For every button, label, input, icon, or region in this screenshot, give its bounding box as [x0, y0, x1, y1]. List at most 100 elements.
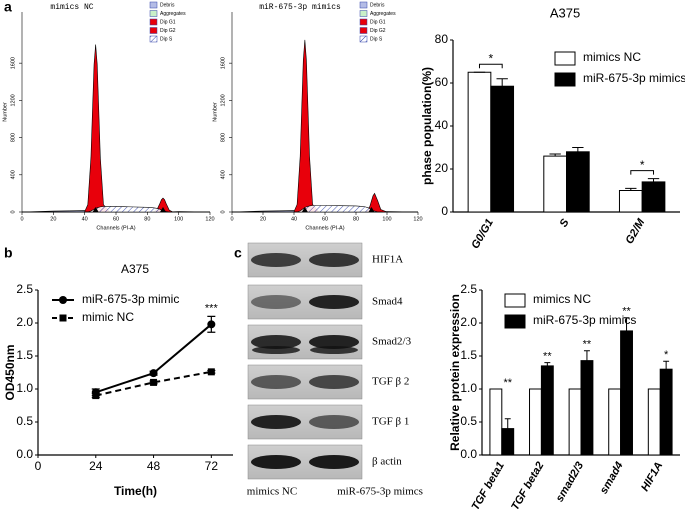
y-tick-label: 1600: [10, 57, 16, 69]
significance-label: **: [543, 351, 552, 363]
legend-swatch: [359, 27, 368, 34]
x-tick-label: 40: [82, 216, 88, 222]
blot-band: [251, 375, 301, 389]
significance-label: *: [664, 349, 669, 361]
y-axis-label: OD450nm: [3, 344, 17, 400]
legend-swatch: [149, 27, 158, 34]
point: [92, 392, 100, 400]
peak-marker: [160, 207, 166, 212]
y-tick-label: 1.5: [460, 348, 477, 362]
x-tick-label: 120: [205, 216, 214, 222]
panel-label: b: [4, 245, 13, 261]
bar: [608, 388, 622, 456]
error-bar: [504, 418, 511, 429]
legend-swatch: [504, 293, 526, 308]
point: [149, 369, 158, 378]
x-tick-label: 20: [260, 216, 266, 222]
blot-label: Smad2/3: [372, 336, 412, 348]
peak-marker: [301, 207, 308, 212]
legend-label: Dip G2: [370, 28, 386, 34]
blot-label: TGF β 1: [372, 416, 409, 428]
legend-marker: [59, 314, 67, 322]
x-axis-label: Channels (PI-A): [305, 225, 344, 231]
x-tick-label: HIF1A: [639, 460, 665, 494]
y-tick-label: 20: [435, 161, 449, 175]
x-tick-label: 100: [174, 216, 183, 222]
point: [207, 368, 215, 376]
error-bar: [549, 153, 561, 157]
legend-marker: [59, 296, 67, 304]
legend-swatch: [359, 35, 368, 43]
y-tick-label: 0.5: [460, 414, 477, 428]
blot-label: TGF β 2: [372, 376, 409, 388]
blot-band: [309, 253, 359, 267]
chart-title: mimics NC: [50, 3, 93, 12]
x-tick-label: 24: [89, 459, 103, 473]
y-tick-label: 0.0: [460, 447, 477, 461]
y-tick-label: 0.5: [16, 414, 33, 428]
bar: [566, 151, 590, 213]
blot-band: [309, 375, 359, 389]
blot-band: [251, 335, 301, 349]
legend-label: miR-675-3p mimics: [583, 71, 685, 85]
error-bar: [572, 147, 584, 152]
area-series: [22, 44, 210, 213]
error-bar: [544, 362, 551, 366]
y-tick-label: 40: [435, 118, 449, 132]
x-tick-label: 0: [35, 459, 42, 473]
area-series: [232, 39, 418, 213]
x-tick-label: 80: [144, 216, 150, 222]
bar: [501, 428, 515, 456]
bar: [543, 155, 567, 213]
chart-title: miR-675-3p mimics: [259, 3, 341, 12]
legend-label: miR-675-3p mimics: [533, 313, 636, 327]
blot-label: Smad4: [372, 296, 403, 308]
blot-band: [309, 335, 359, 349]
x-tick-label: 100: [382, 216, 391, 222]
blot-band: [310, 346, 358, 354]
error-bar: [583, 350, 590, 361]
legend-swatch: [554, 72, 576, 87]
x-axis-label: Channels (PI-A): [96, 225, 135, 231]
x-tick-label: 60: [113, 216, 119, 222]
y-tick-label: 2.5: [460, 282, 477, 296]
legend-swatch: [359, 18, 368, 26]
y-tick-label: 2.5: [16, 282, 33, 296]
x-tick-label: 40: [291, 216, 297, 222]
y-tick-label: 0.0: [16, 447, 33, 461]
legend-label: Debris: [370, 2, 385, 8]
lane-label: miR-675-3p mimcs: [337, 486, 423, 498]
chart-title: A375: [550, 5, 580, 20]
x-tick-label: smad4: [598, 460, 626, 496]
y-tick-label: 2.0: [16, 315, 33, 329]
error-bar: [623, 317, 630, 331]
x-tick-label: TGF beta1: [470, 460, 507, 509]
legend-label: Aggregates: [370, 11, 396, 17]
significance-label: **: [503, 377, 512, 389]
y-tick-label: 400: [220, 170, 226, 179]
x-tick-label: 20: [50, 216, 56, 222]
bar: [618, 190, 643, 213]
x-tick-label: TGF beta2: [509, 460, 546, 509]
blot-band: [309, 415, 359, 429]
significance-bracket: [478, 63, 503, 69]
x-tick-label: S: [558, 216, 572, 229]
bar: [580, 360, 594, 456]
legend-label: Dip G2: [160, 28, 176, 34]
bar: [540, 365, 554, 456]
significance-label: *: [488, 51, 493, 65]
y-axis-label: Number: [2, 102, 8, 122]
lane-label: mimics NC: [247, 486, 297, 498]
y-tick-label: 2.0: [460, 315, 477, 329]
blot-label: β actin: [372, 456, 402, 468]
x-tick-label: G2/M: [623, 216, 647, 246]
blot-band: [309, 295, 359, 309]
chart-title: A375: [121, 262, 149, 276]
legend-label: mimics NC: [583, 50, 641, 64]
bar: [529, 388, 542, 456]
blot-band: [309, 455, 359, 469]
x-tick-label: G0/G1: [469, 217, 496, 251]
bar: [641, 181, 666, 213]
y-tick-label: 400: [10, 170, 16, 179]
